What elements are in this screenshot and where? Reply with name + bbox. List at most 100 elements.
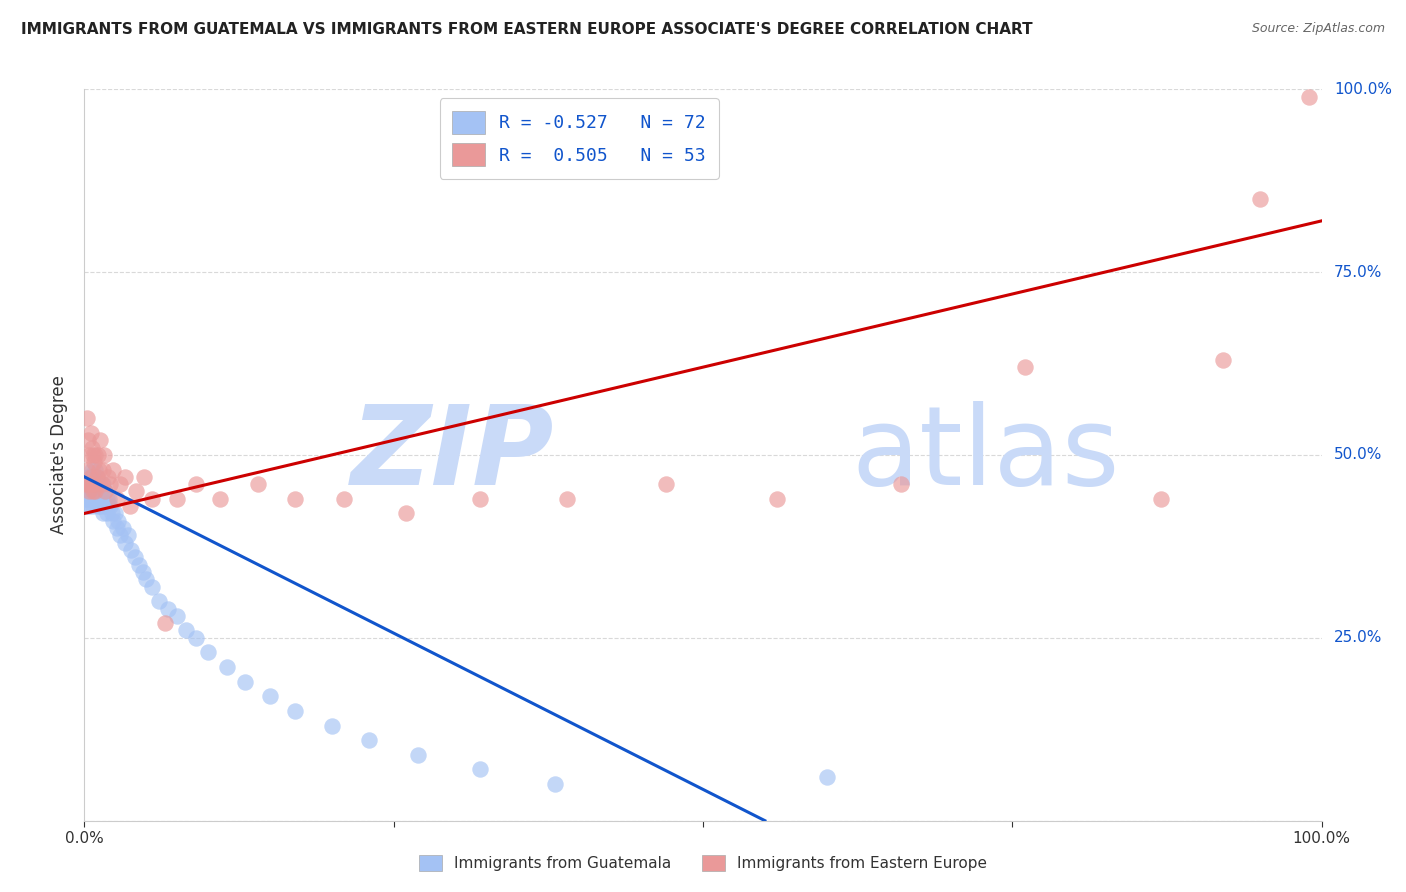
Point <box>76 484 98 499</box>
Point <box>105 521 128 535</box>
Point <box>110 477 132 491</box>
Point <box>79 448 101 462</box>
Point <box>89 491 111 506</box>
Point <box>284 491 307 506</box>
Text: 100.0%: 100.0% <box>1334 82 1392 96</box>
Point <box>75 491 97 506</box>
Point <box>76 411 98 425</box>
Text: ZIP: ZIP <box>352 401 554 508</box>
Point <box>655 477 678 491</box>
Text: 75.0%: 75.0% <box>1334 265 1382 279</box>
Point <box>284 704 307 718</box>
Point <box>83 477 105 491</box>
Point <box>105 491 128 506</box>
Point <box>815 770 838 784</box>
Point <box>87 499 110 513</box>
Point <box>766 491 789 506</box>
Point <box>148 594 170 608</box>
Point <box>111 521 134 535</box>
Point <box>117 528 139 542</box>
Point <box>184 477 207 491</box>
Point <box>94 484 117 499</box>
Point <box>82 448 104 462</box>
Point <box>86 477 108 491</box>
Point <box>470 763 492 777</box>
Point <box>89 499 111 513</box>
Point <box>79 425 101 440</box>
Point <box>104 507 127 521</box>
Point <box>90 491 112 506</box>
Point <box>197 645 219 659</box>
Point <box>89 477 111 491</box>
Point <box>77 491 100 506</box>
Point <box>157 601 180 615</box>
Point <box>82 470 104 484</box>
Point <box>120 543 142 558</box>
Point <box>80 477 103 491</box>
Point <box>75 477 97 491</box>
Point <box>184 631 207 645</box>
Y-axis label: Associate's Degree: Associate's Degree <box>51 376 69 534</box>
Text: Source: ZipAtlas.com: Source: ZipAtlas.com <box>1251 22 1385 36</box>
Point <box>333 491 356 506</box>
Point <box>93 448 115 462</box>
Point <box>77 477 100 491</box>
Point <box>128 558 150 572</box>
Point <box>110 528 132 542</box>
Point <box>90 477 112 491</box>
Text: IMMIGRANTS FROM GUATEMALA VS IMMIGRANTS FROM EASTERN EUROPE ASSOCIATE'S DEGREE C: IMMIGRANTS FROM GUATEMALA VS IMMIGRANTS … <box>21 22 1033 37</box>
Point <box>259 690 281 704</box>
Point <box>100 507 122 521</box>
Point <box>79 477 101 491</box>
Point <box>114 535 136 549</box>
Point <box>321 718 343 732</box>
Legend: Immigrants from Guatemala, Immigrants from Eastern Europe: Immigrants from Guatemala, Immigrants fr… <box>412 847 994 879</box>
Point <box>166 608 188 623</box>
Point <box>141 491 163 506</box>
Point <box>1249 192 1271 206</box>
Point <box>77 477 100 491</box>
Point <box>132 470 155 484</box>
Point <box>209 491 232 506</box>
Point <box>89 484 111 499</box>
Point <box>86 470 108 484</box>
Point <box>1150 491 1173 506</box>
Point <box>98 499 121 513</box>
Point <box>80 462 103 476</box>
Point <box>141 580 163 594</box>
Point <box>76 499 98 513</box>
Point <box>135 572 157 586</box>
Point <box>1298 89 1320 103</box>
Point <box>89 462 111 476</box>
Point <box>89 434 111 448</box>
Point <box>543 777 565 791</box>
Point <box>125 484 148 499</box>
Point <box>97 499 120 513</box>
Point <box>357 733 380 747</box>
Point <box>86 470 108 484</box>
Point <box>107 514 129 528</box>
Point <box>79 470 101 484</box>
Point <box>86 491 108 506</box>
Point <box>153 616 176 631</box>
Point <box>94 484 117 499</box>
Point <box>91 507 114 521</box>
Point <box>83 491 105 506</box>
Point <box>98 491 121 506</box>
Text: 25.0%: 25.0% <box>1334 631 1382 645</box>
Point <box>91 462 114 476</box>
Point <box>215 660 238 674</box>
Point <box>79 499 101 513</box>
Point <box>97 470 120 484</box>
Point <box>79 484 101 499</box>
Point <box>131 565 153 579</box>
Point <box>79 491 101 506</box>
Point <box>84 484 107 499</box>
Point <box>98 477 121 491</box>
Point <box>166 491 188 506</box>
Point <box>84 484 107 499</box>
Point <box>87 448 110 462</box>
Point <box>80 477 103 491</box>
Point <box>124 550 146 565</box>
Point <box>120 499 142 513</box>
